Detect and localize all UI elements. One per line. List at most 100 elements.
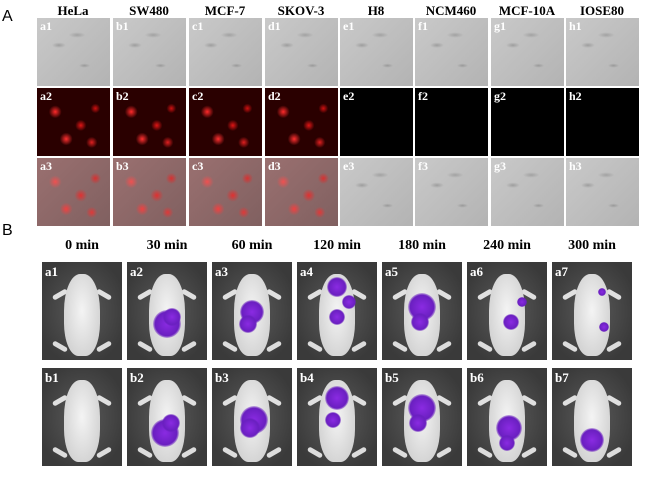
cell-label: e2 <box>343 89 355 103</box>
micrograph-cell: e2 <box>340 88 413 156</box>
signal-spot <box>240 418 260 438</box>
cell-label: b3 <box>116 159 129 173</box>
mouse-image: b3 <box>212 368 292 466</box>
signal-spot <box>499 435 515 451</box>
signal-spot <box>598 288 606 296</box>
micrograph-cell: c3 <box>189 158 262 226</box>
micrograph-cell: c1 <box>189 18 262 86</box>
mouse-image: b7 <box>552 368 632 466</box>
mouse-leg-r <box>180 340 198 353</box>
micrograph-cell: e1 <box>340 18 413 86</box>
cell-label: d2 <box>268 89 281 103</box>
micrograph-cell: f2 <box>415 88 488 156</box>
micrograph-cell: a1 <box>37 18 110 86</box>
mouse-label: b7 <box>555 370 569 385</box>
cell-label: c1 <box>192 19 204 33</box>
mouse-image: a2 <box>127 262 207 360</box>
mouse-leg-r <box>435 340 453 353</box>
mouse-label: a6 <box>470 264 483 279</box>
signal-spot <box>503 314 519 330</box>
signal-spot <box>409 414 427 432</box>
mouse-leg-r <box>95 340 113 353</box>
panel-a-label: A <box>2 8 13 25</box>
column-header-iose80: IOSE80 <box>579 3 625 18</box>
mouse-leg-r <box>435 446 453 459</box>
mouse-leg-r <box>265 340 283 353</box>
cell-label: f3 <box>418 159 428 173</box>
time-header: 0 min <box>65 238 99 253</box>
micrograph-cell: f3 <box>415 158 488 226</box>
mouse-leg-r <box>605 340 623 353</box>
cell-label: b2 <box>116 89 129 103</box>
panel-b-label: B <box>2 222 13 239</box>
cell-label: c3 <box>192 159 204 173</box>
cell-label: e1 <box>343 19 355 33</box>
mouse-leg-r <box>350 446 368 459</box>
cell-label: f1 <box>418 19 428 33</box>
mouse-label: b4 <box>300 370 314 385</box>
mouse-image: a1 <box>42 262 122 360</box>
cell-label: g1 <box>494 19 506 33</box>
cell-label: g3 <box>494 159 506 173</box>
column-header-skov3: SKOV-3 <box>277 3 325 18</box>
signal-spot <box>329 309 345 325</box>
signal-spot <box>411 313 429 331</box>
mouse-body <box>64 274 100 356</box>
mouse-image: b1 <box>42 368 122 466</box>
column-header-h8: H8 <box>367 3 385 18</box>
micrograph-cell: e3 <box>340 158 413 226</box>
cell-label: h1 <box>569 19 582 33</box>
cell-label: a2 <box>40 89 52 103</box>
mouse-image: b2 <box>127 368 207 466</box>
micrograph-cell: b3 <box>113 158 186 226</box>
micrograph-cell: d3 <box>265 158 338 226</box>
cell-label: h2 <box>569 89 582 103</box>
cell-label: d3 <box>268 159 281 173</box>
mouse-leg-r <box>180 446 198 459</box>
mouse-image: a5 <box>382 262 462 360</box>
mouse-image: a3 <box>212 262 292 360</box>
mouse-label: a1 <box>45 264 58 279</box>
mouse-label: a3 <box>215 264 228 279</box>
micrograph-cell: h1 <box>566 18 639 86</box>
mouse-body <box>64 380 100 462</box>
mouse-leg-r <box>265 446 283 459</box>
column-header-sw480: SW480 <box>129 3 169 18</box>
signal-spot <box>580 428 604 452</box>
mouse-body <box>574 274 610 356</box>
time-header: 30 min <box>146 238 188 253</box>
signal-spot <box>239 315 257 333</box>
mouse-image: a7 <box>552 262 632 360</box>
micrograph-cell: h3 <box>566 158 639 226</box>
mouse-leg-r <box>605 446 623 459</box>
signal-spot <box>599 322 609 332</box>
column-header-mcf10a: MCF-10A <box>498 3 556 18</box>
column-header-hela: HeLa <box>57 3 89 18</box>
time-header: 300 min <box>568 238 616 253</box>
cell-label: f2 <box>418 89 428 103</box>
mouse-label: b2 <box>130 370 144 385</box>
cell-label: a3 <box>40 159 52 173</box>
cell-label: b1 <box>116 19 129 33</box>
mouse-label: a2 <box>130 264 143 279</box>
mouse-image: b5 <box>382 368 462 466</box>
signal-spot <box>342 295 356 309</box>
micrograph-cell: a2 <box>37 88 110 156</box>
time-header: 120 min <box>313 238 361 253</box>
mouse-image: b6 <box>467 368 547 466</box>
mouse-leg-r <box>520 446 538 459</box>
column-header-ncm460: NCM460 <box>425 3 477 18</box>
micrograph-cell: h2 <box>566 88 639 156</box>
micrograph-cell: a3 <box>37 158 110 226</box>
micrograph-cell: b2 <box>113 88 186 156</box>
signal-spot <box>163 308 181 326</box>
mouse-image: b4 <box>297 368 377 466</box>
mouse-label: b1 <box>45 370 59 385</box>
column-header-mcf7: MCF-7 <box>204 3 246 18</box>
signal-spot <box>325 386 349 410</box>
micrograph-cell: g2 <box>491 88 564 156</box>
mouse-image: a4 <box>297 262 377 360</box>
mouse-label: a5 <box>385 264 398 279</box>
signal-spot <box>517 297 527 307</box>
micrograph-cell: g3 <box>491 158 564 226</box>
